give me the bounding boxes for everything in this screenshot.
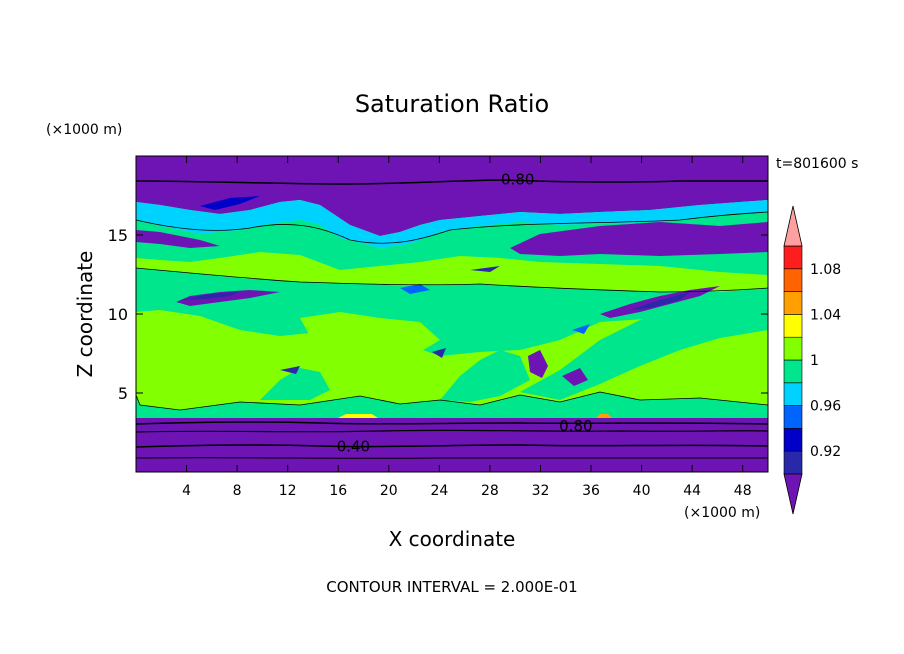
colorbar-tick-label: 1 [810, 353, 819, 369]
x-axis-ticks: 4 8 12 16 20 24 28 32 36 40 44 48 [182, 156, 752, 499]
left-dry-filament-edge [180, 292, 240, 300]
colorbar-under-arrow [783, 473, 803, 515]
y-axis-label: Z coordinate [73, 251, 97, 378]
x-tick-label: 4 [182, 483, 191, 499]
x-tick-label: 24 [430, 483, 448, 499]
mid-center-cloud [300, 312, 440, 352]
x-unit-label: (×1000 m) [684, 505, 760, 521]
y-axis-ticks: 5 10 15 [108, 226, 768, 403]
colorbar-segment [783, 359, 803, 384]
contour-line-040 [136, 444, 768, 448]
contour-line-080-upper [136, 179, 768, 185]
center-dry-pocket [528, 350, 548, 378]
contour-label: 0.80 [501, 171, 534, 189]
surface-accent [596, 414, 612, 418]
contour-plot-area [136, 156, 768, 472]
x-tick-label: 12 [279, 483, 297, 499]
upper-left-dry-tongue [136, 230, 220, 248]
right-dry-filament-edge [630, 292, 690, 310]
upper-moist-band [136, 200, 768, 248]
colorbar-over-arrow [783, 205, 803, 247]
center-dry-pocket-right [562, 368, 588, 386]
contour-line-lower-2 [136, 429, 768, 433]
upper-dry-core [200, 196, 260, 210]
contour-labels: 0.80 0.80 0.40 [337, 171, 593, 456]
colorbar-segment [783, 336, 803, 361]
center-moist-column [440, 350, 530, 402]
x-tick-label: 28 [481, 483, 499, 499]
chart-title: Saturation Ratio [355, 90, 549, 118]
colorbar-tick-label: 0.92 [810, 444, 841, 460]
contour-label: 0.80 [559, 417, 592, 435]
colorbar-segment [783, 405, 803, 429]
colorbar-segment [783, 245, 803, 270]
mid-dry-fleck [400, 284, 430, 294]
x-tick-label: 32 [532, 483, 550, 499]
mid-left-cloud [150, 320, 230, 382]
colorbar-tick-label: 1.04 [810, 307, 841, 323]
left-moist-plume [260, 368, 330, 400]
time-label: t=801600 s [776, 156, 858, 172]
colorbar-tick-label: 1.08 [810, 262, 841, 278]
mid-dry-fleck [470, 266, 500, 272]
contour-line-lower-3 [136, 457, 768, 459]
left-dry-filament [176, 290, 280, 306]
x-axis-label: X coordinate [389, 527, 516, 551]
y-unit-label: (×1000 m) [46, 122, 122, 138]
colorbar-segment [783, 314, 803, 338]
mid-dry-fleck [280, 366, 300, 374]
colorbar-segment [783, 428, 803, 452]
contour-interval-footer: CONTOUR INTERVAL = 2.000E-01 [326, 578, 577, 596]
contour-label: 0.40 [337, 438, 370, 456]
x-tick-label: 44 [683, 483, 701, 499]
contour-line-080-lower [136, 421, 768, 425]
x-tick-label: 20 [380, 483, 398, 499]
upper-dry-layer [136, 156, 768, 236]
x-tick-label: 48 [734, 483, 752, 499]
colorbar-segment [783, 291, 803, 315]
surface-accent [338, 414, 378, 418]
y-tick-label: 10 [108, 305, 128, 324]
contour-line-upper-band [136, 211, 768, 244]
y-tick-label: 5 [118, 384, 128, 403]
colorbar: 0.92 0.96 1 1.04 1.08 [783, 205, 841, 515]
contour-line-mid [136, 267, 768, 293]
colorbar-tick-label: 0.96 [810, 399, 841, 415]
y-tick-label: 15 [108, 226, 128, 245]
mid-dry-fleck [432, 348, 446, 358]
upper-right-dry-tongue [510, 222, 768, 256]
x-tick-label: 16 [329, 483, 347, 499]
contour-line-lower-moist [136, 391, 768, 411]
colorbar-segment [783, 268, 803, 292]
colorbar-segment [783, 382, 803, 406]
mid-moist-region [136, 268, 768, 356]
mid-dry-fleck [572, 324, 590, 334]
x-tick-label: 36 [582, 483, 600, 499]
colorbar-segment [783, 450, 803, 475]
x-tick-label: 40 [633, 483, 651, 499]
lower-moist-boundary [136, 392, 768, 418]
x-tick-label: 8 [233, 483, 242, 499]
